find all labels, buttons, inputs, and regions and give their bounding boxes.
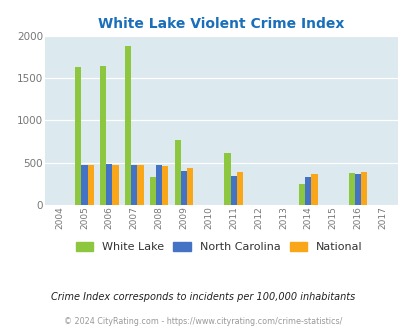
- Bar: [236, 172, 243, 205]
- Bar: [100, 66, 106, 205]
- Bar: [360, 172, 367, 205]
- Bar: [112, 165, 118, 205]
- Bar: [137, 165, 143, 205]
- Bar: [230, 176, 236, 205]
- Bar: [305, 177, 311, 205]
- Bar: [162, 166, 168, 205]
- Bar: [149, 177, 156, 205]
- Bar: [298, 183, 305, 205]
- Title: White Lake Violent Crime Index: White Lake Violent Crime Index: [98, 17, 343, 31]
- Bar: [75, 67, 81, 205]
- Bar: [311, 174, 317, 205]
- Bar: [174, 140, 180, 205]
- Bar: [156, 165, 162, 205]
- Bar: [131, 165, 137, 205]
- Bar: [354, 174, 360, 205]
- Bar: [87, 165, 94, 205]
- Bar: [224, 153, 230, 205]
- Text: Crime Index corresponds to incidents per 100,000 inhabitants: Crime Index corresponds to incidents per…: [51, 292, 354, 302]
- Bar: [180, 171, 187, 205]
- Text: © 2024 CityRating.com - https://www.cityrating.com/crime-statistics/: © 2024 CityRating.com - https://www.city…: [64, 317, 341, 326]
- Bar: [81, 165, 87, 205]
- Bar: [125, 47, 131, 205]
- Legend: White Lake, North Carolina, National: White Lake, North Carolina, National: [71, 238, 367, 257]
- Bar: [106, 164, 112, 205]
- Bar: [348, 173, 354, 205]
- Bar: [187, 168, 193, 205]
